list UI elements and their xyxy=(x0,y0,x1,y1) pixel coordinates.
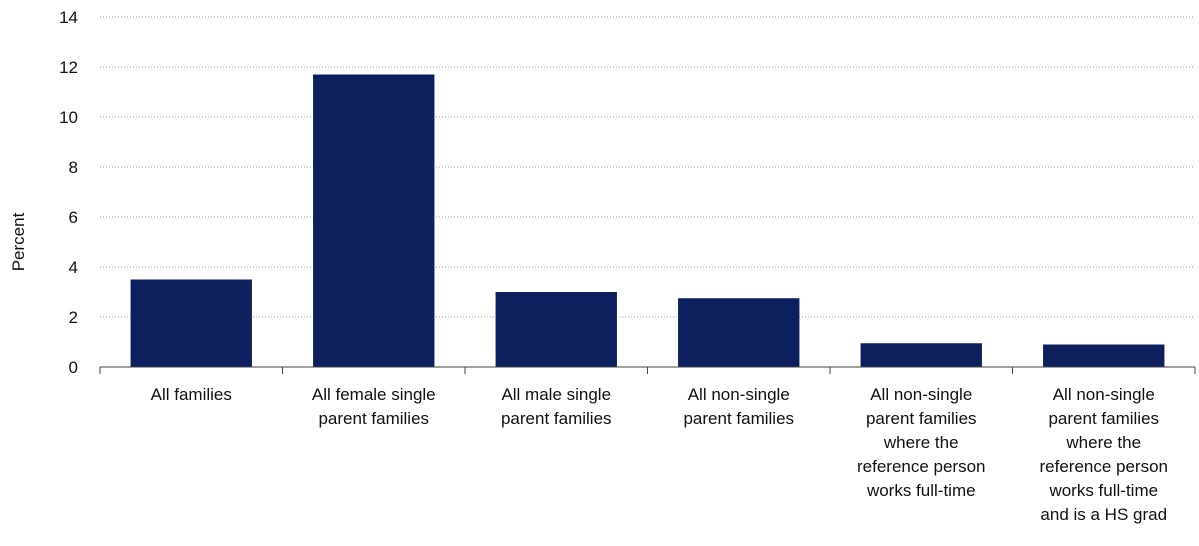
bar xyxy=(1043,344,1165,367)
x-tick-label-line: All non-single xyxy=(870,385,972,404)
gridlines xyxy=(100,16,1195,318)
x-tick-label-line: works full-time xyxy=(866,481,976,500)
x-tick-label: All families xyxy=(151,385,232,404)
x-tick-label: All non-single parent families where the re… xyxy=(1039,385,1168,524)
x-axis-labels: All families All female single parent fami… xyxy=(151,385,1168,524)
y-tick-label: 14 xyxy=(59,8,78,27)
bar xyxy=(860,343,982,367)
x-tick-label: All non-single parent families where the re… xyxy=(857,385,986,500)
x-tick-label-line: parent families xyxy=(866,409,977,428)
x-tick-label-line: parent families xyxy=(501,409,612,428)
x-tick-label-line: parent families xyxy=(318,409,429,428)
y-tick-label: 12 xyxy=(59,58,78,77)
x-tick-label-line: works full-time xyxy=(1048,481,1158,500)
x-tick-label-line: parent families xyxy=(683,409,794,428)
x-tick-label: All female single parent families xyxy=(312,385,436,428)
x-tick-label-line: All male single xyxy=(501,385,611,404)
y-tick-label: 10 xyxy=(59,108,78,127)
x-tick-label-line: All non-single xyxy=(688,385,790,404)
bar xyxy=(495,292,617,367)
x-tick-label-line: All female single xyxy=(312,385,436,404)
y-tick-label: 6 xyxy=(69,208,78,227)
x-tick-label-line: and is a HS grad xyxy=(1040,505,1167,524)
y-axis-title: Percent xyxy=(9,212,28,271)
y-tick-label: 8 xyxy=(69,158,78,177)
y-tick-label: 2 xyxy=(69,308,78,327)
x-tick-label-line: All non-single xyxy=(1053,385,1155,404)
x-tick-label-line: parent families xyxy=(1048,409,1159,428)
y-tick-label: 0 xyxy=(69,358,78,377)
x-tick-label: All male single parent families xyxy=(501,385,612,428)
x-tick-label-line: where the xyxy=(883,433,959,452)
x-tick-label-line: reference person xyxy=(857,457,986,476)
bar xyxy=(130,279,252,367)
x-axis xyxy=(99,366,1196,374)
y-axis-ticks: 0 2 4 6 8 10 12 14 xyxy=(59,8,78,377)
x-tick-label-line: reference person xyxy=(1039,457,1168,476)
x-tick-label: All non-single parent families xyxy=(683,385,794,428)
bar xyxy=(313,74,435,367)
bars xyxy=(130,74,1165,367)
bar xyxy=(678,298,800,367)
x-tick-label-line: All families xyxy=(151,385,232,404)
x-tick-label-line: where the xyxy=(1065,433,1141,452)
y-tick-label: 4 xyxy=(69,258,78,277)
